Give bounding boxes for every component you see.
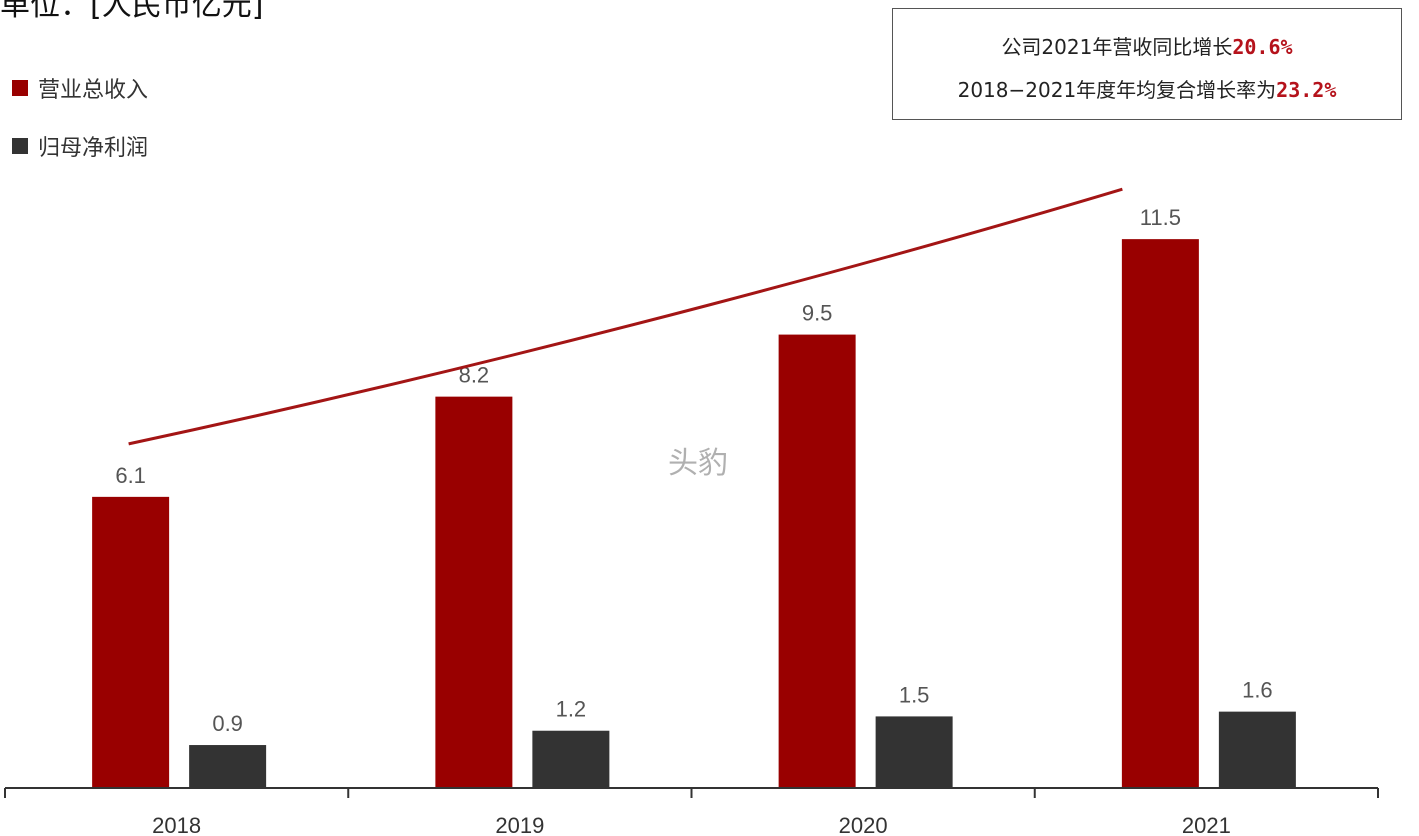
bar-net-profit-2020: [875, 716, 953, 788]
legend-swatch-revenue: [12, 80, 28, 96]
bar-net-profit-2021: [1218, 711, 1296, 788]
x-tick-label-2020: 2020: [839, 813, 888, 836]
legend-label-revenue: 营业总收入: [38, 78, 149, 103]
trend-line: [128, 187, 1123, 446]
data-label-revenue-2020: 9.5: [802, 301, 833, 326]
x-tick-label-2018: 2018: [152, 813, 201, 836]
data-label-revenue-2019: 8.2: [459, 363, 490, 388]
x-tick-label-2021: 2021: [1182, 813, 1231, 836]
data-label-revenue-2021: 11.5: [1140, 205, 1181, 230]
annotation-cagr: 23.2%: [1276, 78, 1337, 102]
bar-net-profit-2018: [189, 745, 267, 788]
data-label-net-profit-2019: 1.2: [556, 697, 587, 722]
data-label-net-profit-2020: 1.5: [899, 682, 930, 707]
annotation-line-1: 公司2021年营收同比增长20.6%: [893, 31, 1401, 60]
unit-label: 单位：[人民币亿元]: [0, 0, 264, 23]
annotation-box: 公司2021年营收同比增长20.6% 2018−2021年度年均复合增长率为23…: [892, 8, 1402, 120]
legend-label-net-profit: 归母净利润: [38, 136, 149, 161]
data-label-net-profit-2021: 1.6: [1242, 678, 1273, 703]
annotation-yoy-growth: 20.6%: [1232, 35, 1293, 59]
annotation-line-2-text: 2018−2021年度年均复合增长率为: [957, 78, 1277, 102]
bar-revenue-2018: [92, 496, 170, 788]
watermark: 头豹: [668, 446, 728, 481]
data-label-revenue-2018: 6.1: [115, 463, 146, 488]
legend-item-net-profit: 归母净利润: [12, 128, 148, 164]
legend: 营业总收入 归母净利润: [12, 70, 148, 186]
data-label-net-profit-2018: 0.9: [212, 711, 243, 736]
annotation-line-2: 2018−2021年度年均复合增长率为23.2%: [893, 74, 1401, 103]
bar-revenue-2020: [778, 334, 856, 788]
bar-net-profit-2019: [532, 730, 610, 788]
bar-revenue-2021: [1121, 239, 1199, 789]
x-tick-label-2019: 2019: [495, 813, 544, 836]
legend-item-revenue: 营业总收入: [12, 70, 148, 106]
legend-swatch-net-profit: [12, 138, 28, 154]
annotation-line-1-text: 公司2021年营收同比增长: [1001, 35, 1233, 59]
bar-revenue-2019: [435, 396, 513, 788]
